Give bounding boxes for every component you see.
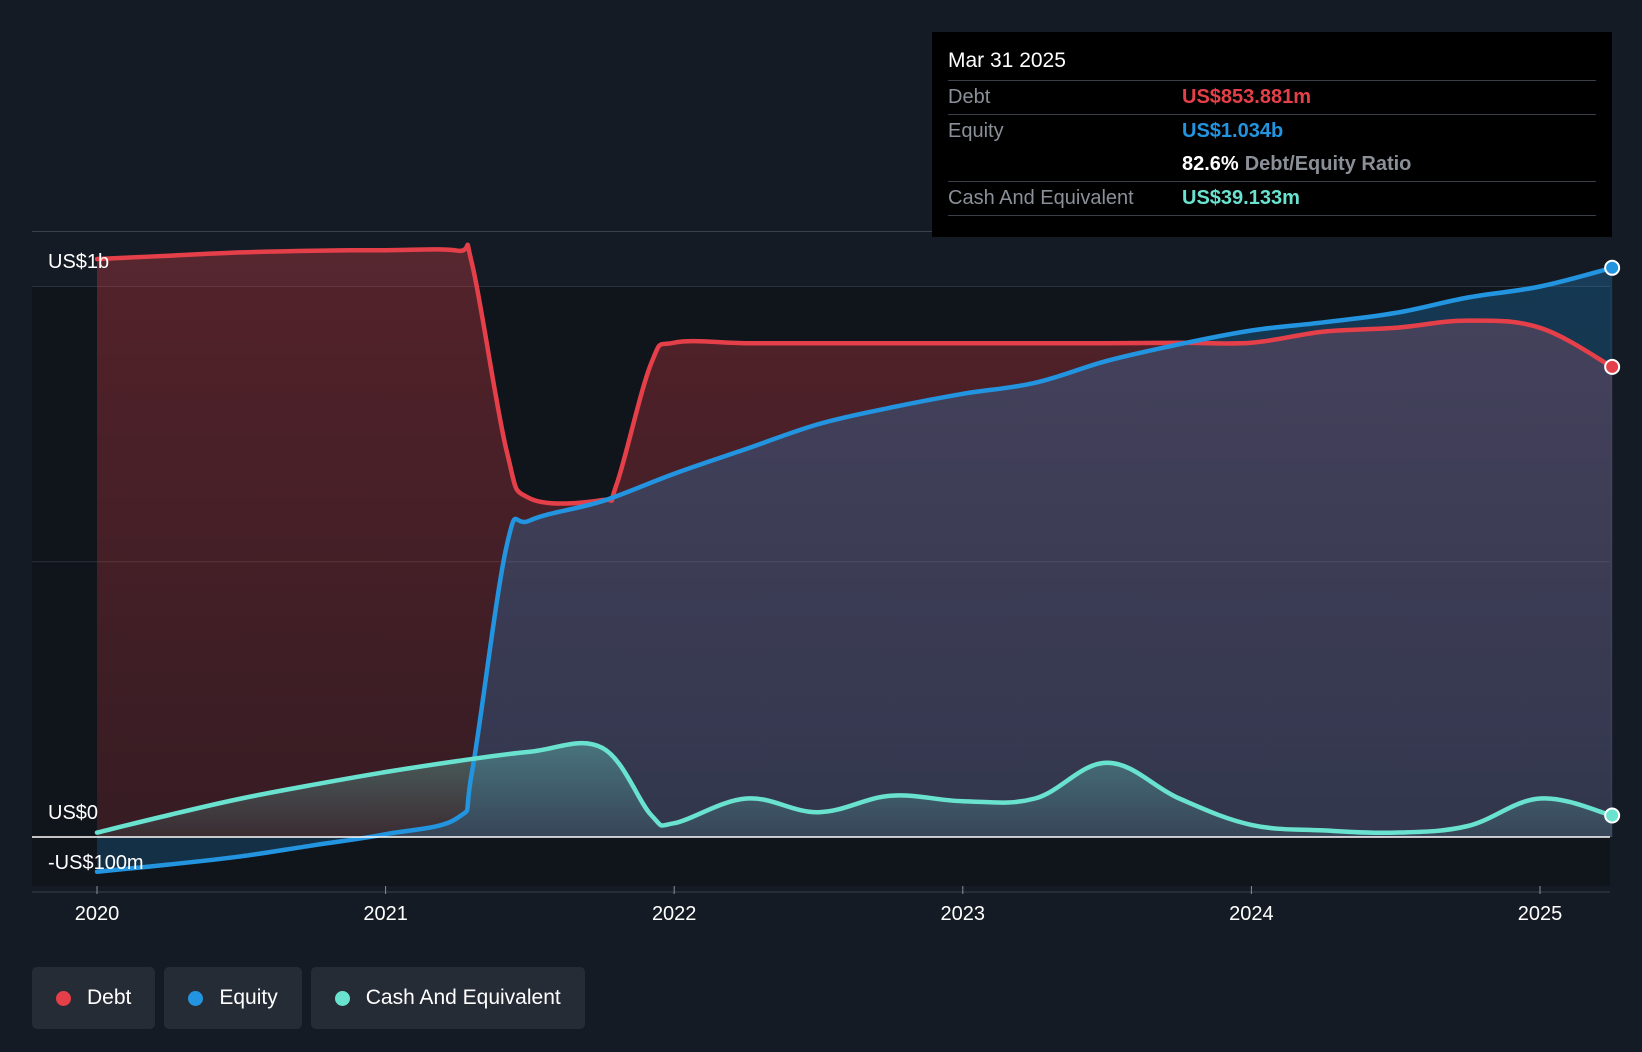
x-tick-label: 2024 <box>1229 903 1274 925</box>
equity-dot-icon <box>188 990 204 1006</box>
x-tick-label: 2020 <box>75 903 120 925</box>
tooltip-debt-label: Debt <box>948 86 991 108</box>
tooltip-ratio-value: 82.6% <box>1182 153 1239 175</box>
series-lines <box>32 242 1615 874</box>
x-axis-ticks: 2020 2021 2022 2023 2024 2025 <box>75 886 1563 925</box>
cash-dot-icon <box>334 990 350 1006</box>
end-markers <box>1604 259 1621 824</box>
equity-end-point[interactable] <box>1604 259 1621 276</box>
tooltip-date: Mar 31 2025 <box>948 46 1596 81</box>
tooltip-debt-value: US$853.881m <box>1182 86 1311 108</box>
tooltip-row-equity: Equity US$1.034b <box>948 115 1596 148</box>
legend-debt-label: Debt <box>87 986 132 1009</box>
x-tick-label: 2023 <box>941 903 986 925</box>
x-tick-label: 2021 <box>363 903 408 925</box>
equity-line <box>94 265 1615 874</box>
tooltip-row-cash: Cash And Equivalent US$39.133m <box>948 182 1596 216</box>
y-label-min: -US$100m <box>48 852 144 874</box>
tooltip-equity-label: Equity <box>948 120 1004 142</box>
debt-dot-icon <box>56 990 71 1006</box>
legend-cash-label: Cash And Equivalent <box>365 986 561 1009</box>
data-tooltip: Mar 31 2025 Debt US$853.881m Equity US$1… <box>932 32 1612 237</box>
cash-line <box>94 740 1615 836</box>
legend-item-debt[interactable]: Debt <box>32 967 156 1029</box>
tooltip-cash-value: US$39.133m <box>1182 187 1300 209</box>
y-label-zero: US$0 <box>48 802 99 824</box>
legend-item-cash[interactable]: Cash And Equivalent <box>310 967 585 1029</box>
y-label-max: US$1b <box>48 251 110 273</box>
tooltip-row-ratio: 82.6% Debt/Equity Ratio <box>948 148 1596 182</box>
tooltip-ratio-label: Debt/Equity Ratio <box>1244 153 1412 175</box>
cash-area <box>97 743 1613 837</box>
tooltip-cash-label: Cash And Equivalent <box>948 187 1134 209</box>
tooltip-ratio: 82.6% Debt/Equity Ratio <box>1182 148 1411 181</box>
series-areas <box>97 244 1613 872</box>
legend-equity-label: Equity <box>219 986 278 1009</box>
chart-legend: Debt Equity Cash And Equivalent <box>32 967 585 1029</box>
debt-end-point[interactable] <box>1604 358 1621 375</box>
cash-end-point[interactable] <box>1604 807 1621 824</box>
tooltip-equity-value: US$1.034b <box>1182 120 1284 142</box>
legend-item-equity[interactable]: Equity <box>164 967 302 1029</box>
tooltip-ratio-spacer <box>948 148 1182 181</box>
x-tick-label: 2025 <box>1518 903 1563 925</box>
debt-line <box>94 242 1615 506</box>
tooltip-row-debt: Debt US$853.881m <box>948 81 1596 115</box>
equity-area <box>97 267 1613 872</box>
x-tick-label: 2022 <box>652 903 697 925</box>
